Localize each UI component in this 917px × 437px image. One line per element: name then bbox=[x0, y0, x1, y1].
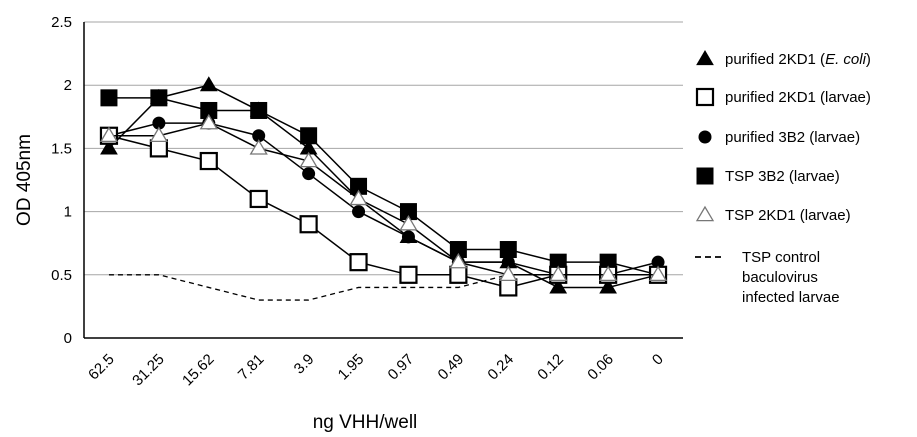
series-4 bbox=[99, 113, 668, 282]
legend-item-4: TSP 2KD1 (larvae) bbox=[695, 205, 851, 224]
data-point bbox=[349, 253, 368, 272]
data-point bbox=[300, 127, 318, 145]
legend: purified 2KD1 (E. coli) purified 2KD1 (la… bbox=[695, 50, 871, 306]
legend-item-0: purified 2KD1 (E. coli) bbox=[696, 50, 871, 68]
legend-marker bbox=[696, 167, 714, 185]
legend-label: purified 2KD1 (E. coli) bbox=[725, 51, 871, 68]
y-tick-label: 1.5 bbox=[51, 140, 72, 157]
data-point bbox=[499, 241, 517, 259]
data-point bbox=[149, 139, 168, 158]
data-point bbox=[648, 265, 668, 282]
data-point bbox=[499, 278, 518, 297]
y-tick-label: 2 bbox=[64, 77, 72, 94]
legend-label: purified 2KD1 (larvae) bbox=[725, 89, 871, 106]
series-group bbox=[99, 76, 668, 301]
data-point bbox=[549, 278, 568, 294]
data-point bbox=[149, 126, 169, 143]
legend-item-3: TSP 3B2 (larvae) bbox=[696, 167, 840, 185]
legend-label: TSP control baculovirus infected larvae bbox=[742, 249, 840, 306]
data-point bbox=[549, 265, 568, 282]
data-point bbox=[449, 252, 468, 269]
x-tick-label: 15.62 bbox=[179, 351, 218, 390]
legend-marker bbox=[695, 87, 715, 107]
x-tick-label: 1.95 bbox=[335, 351, 368, 384]
x-tick-label: 3.9 bbox=[291, 351, 318, 378]
x-tick-labels: 62.5 31.25 15.62 7.81 3.9 1.95 0.97 0.49 0.24 0.1… bbox=[85, 351, 667, 390]
data-point bbox=[100, 139, 118, 155]
y-tick-label: 2.5 bbox=[51, 14, 72, 31]
x-tick-label: 0.12 bbox=[534, 351, 567, 384]
data-point bbox=[249, 139, 268, 155]
legend-label: TSP 3B2 (larvae) bbox=[725, 168, 840, 185]
x-tick-label: 0.97 bbox=[385, 351, 418, 384]
y-tick-label: 1 bbox=[64, 204, 72, 221]
gridlines bbox=[84, 21, 683, 276]
data-point bbox=[651, 255, 665, 269]
x-tick-label: 0.06 bbox=[584, 351, 617, 384]
data-point bbox=[150, 89, 168, 107]
series-line bbox=[108, 122, 659, 276]
x-axis-title: ng VHH/well bbox=[313, 412, 418, 433]
data-point bbox=[99, 126, 119, 143]
data-point bbox=[299, 151, 318, 168]
x-tick-label: 7.81 bbox=[235, 351, 268, 384]
data-point bbox=[499, 265, 518, 282]
data-point bbox=[199, 151, 218, 171]
data-point bbox=[598, 265, 618, 282]
series-line bbox=[108, 97, 659, 276]
legend-marker bbox=[696, 50, 714, 66]
data-point bbox=[299, 215, 318, 234]
data-point bbox=[399, 265, 418, 284]
series-line bbox=[108, 84, 659, 289]
legend-item-5: TSP control baculovirus infected larvae bbox=[695, 249, 840, 306]
legend-marker bbox=[695, 205, 715, 222]
y-tick-label: 0 bbox=[64, 330, 72, 347]
data-point bbox=[252, 129, 266, 143]
x-tick-label: 0 bbox=[649, 351, 667, 369]
y-axis-title: OD 405nm bbox=[14, 134, 35, 226]
data-point bbox=[199, 113, 218, 130]
legend-item-1: purified 2KD1 (larvae) bbox=[695, 87, 871, 107]
data-point bbox=[100, 89, 118, 107]
series-3 bbox=[100, 89, 667, 284]
y-tick-label: 0.5 bbox=[51, 267, 72, 284]
data-point bbox=[352, 205, 366, 219]
x-tick-label: 0.24 bbox=[484, 351, 517, 384]
data-point bbox=[249, 189, 268, 209]
legend-item-2: purified 3B2 (larvae) bbox=[698, 129, 860, 146]
data-point bbox=[599, 278, 617, 294]
data-point bbox=[399, 214, 418, 231]
data-point bbox=[302, 167, 316, 181]
data-point bbox=[199, 76, 218, 92]
x-tick-label: 31.25 bbox=[129, 351, 168, 390]
legend-marker bbox=[698, 130, 712, 144]
x-tick-label: 0.49 bbox=[435, 351, 468, 384]
data-point bbox=[349, 189, 368, 206]
legend-label: purified 3B2 (larvae) bbox=[725, 129, 860, 146]
data-point bbox=[449, 265, 468, 284]
axes bbox=[83, 22, 683, 339]
legend-label: TSP 2KD1 (larvae) bbox=[725, 207, 851, 224]
data-point bbox=[399, 227, 418, 243]
y-tick-labels: 0 0.5 1 1.5 2 2.5 bbox=[51, 14, 72, 347]
data-point bbox=[250, 101, 268, 119]
x-tick-label: 62.5 bbox=[85, 351, 118, 384]
series-0 bbox=[100, 76, 667, 294]
data-point bbox=[152, 116, 166, 130]
